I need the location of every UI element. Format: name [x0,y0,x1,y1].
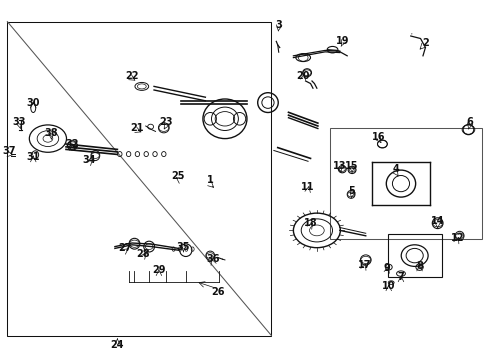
Text: 25: 25 [171,171,185,181]
Text: 12: 12 [449,233,463,243]
Text: 2: 2 [421,38,428,48]
Text: 21: 21 [130,123,143,133]
Text: 22: 22 [125,71,139,81]
Text: 10: 10 [381,281,395,291]
Text: 13: 13 [332,161,346,171]
Text: 24: 24 [110,340,124,350]
Text: 15: 15 [345,161,358,171]
Text: 14: 14 [430,216,444,226]
Text: 1: 1 [206,175,213,185]
Text: 16: 16 [371,132,385,142]
Text: 37: 37 [2,146,16,156]
Text: 28: 28 [136,249,150,259]
Text: 23: 23 [159,117,173,127]
Bar [387,234,441,277]
Text: 36: 36 [205,254,219,264]
Text: 8: 8 [415,261,422,271]
Text: 9: 9 [383,263,390,273]
Text: 31: 31 [26,152,40,162]
Text: 30: 30 [26,98,40,108]
Bar [329,128,481,239]
Text: 18: 18 [303,218,317,228]
Text: 3: 3 [275,20,282,30]
Text: 17: 17 [357,260,370,270]
Text: 26: 26 [210,287,224,297]
Text: 34: 34 [82,155,96,165]
Text: 7: 7 [397,272,404,282]
Text: 33: 33 [13,117,26,127]
Text: 4: 4 [392,164,399,174]
Text: 29: 29 [152,265,165,275]
Text: 19: 19 [335,36,348,46]
Text: 6: 6 [465,117,472,127]
Text: 27: 27 [118,243,131,253]
Text: 20: 20 [296,71,309,81]
Text: 32: 32 [65,139,79,149]
Text: 35: 35 [176,242,190,252]
Text: 5: 5 [348,186,355,196]
Text: 11: 11 [301,182,314,192]
Text: 38: 38 [44,128,58,138]
